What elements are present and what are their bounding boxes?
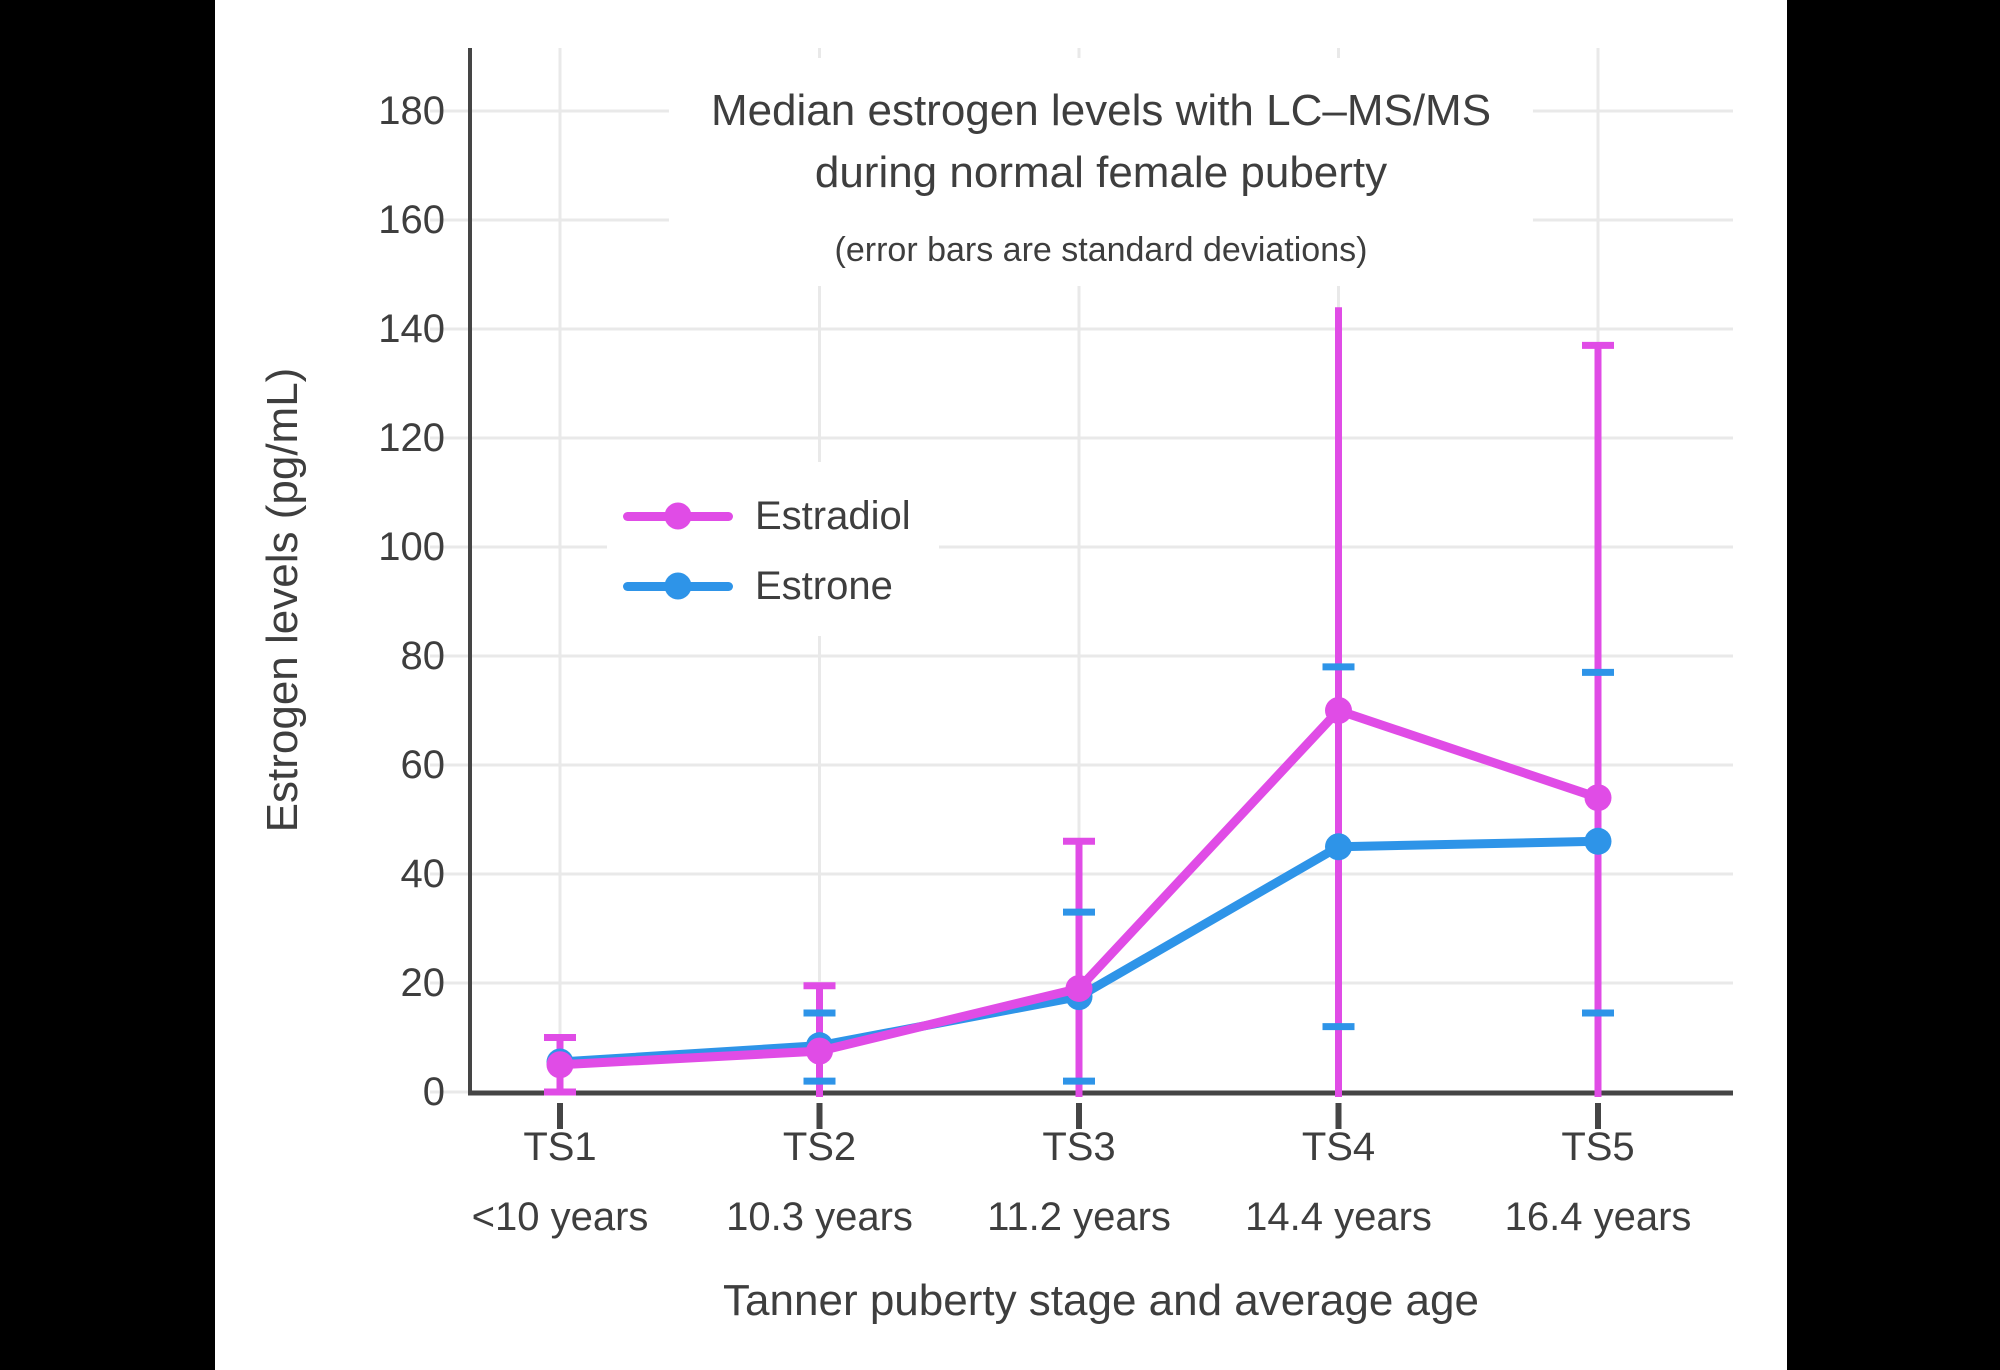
estradiol-marker [1584, 784, 1612, 812]
y-tick-label: 80 [400, 634, 446, 678]
estrone-marker [1325, 833, 1352, 861]
estrone-marker-icon [664, 572, 692, 600]
x-tick-label-age: 16.4 years [1504, 1195, 1692, 1239]
y-tick-label: 100 [378, 525, 445, 569]
x-tick-label-age: 10.3 years [726, 1195, 913, 1239]
estradiol-marker [806, 1037, 833, 1065]
legend-label-estrone: Estrone [755, 564, 893, 608]
x-tick-label-age: 14.4 years [1245, 1195, 1432, 1239]
chart-title-block: Median estrogen levels with LC–MS/MS dur… [668, 58, 1534, 286]
x-tick-label-age: 11.2 years [987, 1195, 1171, 1239]
y-tick-label: 160 [378, 198, 445, 242]
x-tick-label-stage: TS1 [523, 1125, 597, 1169]
y-tick-label: 120 [378, 416, 445, 460]
estradiol-marker [1325, 697, 1352, 724]
y-tick-label: 40 [400, 852, 446, 896]
chart-canvas: Median estrogen levels with LC–MS/MS dur… [215, 0, 1787, 1370]
x-axis-title: Tanner puberty stage and average age [723, 1276, 1479, 1325]
x-tick-label-stage: TS4 [1301, 1125, 1376, 1169]
y-tick-label: 20 [400, 961, 446, 1005]
estradiol-marker [1065, 974, 1093, 1002]
estradiol-marker-icon [664, 502, 692, 530]
x-tick-label-stage: TS2 [782, 1125, 857, 1169]
y-tick-label: 180 [378, 89, 445, 133]
estradiol-line-swatch [623, 502, 733, 530]
x-tick-label-age: <10 years [471, 1195, 649, 1239]
legend: Estradiol Estrone [607, 462, 939, 636]
legend-item-estradiol: Estradiol [623, 492, 911, 540]
legend-label-estradiol: Estradiol [755, 494, 911, 538]
y-tick-label: 140 [378, 307, 445, 351]
chart-title-line2: during normal female puberty [814, 148, 1388, 197]
estrone-marker [1584, 827, 1612, 855]
x-tick-label-stage: TS5 [1561, 1125, 1635, 1169]
chart-title-line1: Median estrogen levels with LC–MS/MS [710, 86, 1492, 135]
estradiol-marker [546, 1051, 574, 1079]
chart-subtitle: (error bars are standard deviations) [834, 231, 1368, 269]
estrone-line-swatch [623, 572, 733, 600]
y-tick-label: 0 [422, 1070, 445, 1114]
y-tick-label: 60 [400, 743, 446, 787]
x-tick-label-stage: TS3 [1042, 1125, 1116, 1169]
legend-item-estrone: Estrone [623, 562, 911, 610]
